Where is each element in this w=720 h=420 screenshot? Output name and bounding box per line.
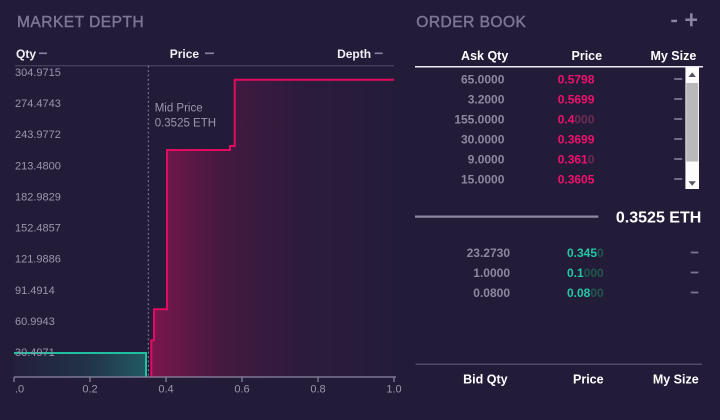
svg-text:182.9829: 182.9829 — [15, 191, 61, 203]
svg-text:0.5798: 0.5798 — [558, 72, 595, 86]
svg-text:1.0: 1.0 — [386, 384, 401, 396]
svg-text:243.9772: 243.9772 — [15, 129, 61, 141]
svg-text:9.0000: 9.0000 — [468, 152, 505, 166]
svg-text:0.3610: 0.3610 — [558, 152, 595, 166]
svg-text:0.5699: 0.5699 — [558, 92, 595, 106]
svg-text:Price: Price — [573, 373, 604, 387]
svg-text:.0: .0 — [15, 384, 24, 396]
svg-text:0.3525 ETH: 0.3525 ETH — [616, 210, 701, 227]
svg-text:Price: Price — [170, 47, 200, 61]
svg-text:91.4914: 91.4914 — [15, 285, 55, 297]
svg-text:Ask Qty: Ask Qty — [461, 49, 508, 63]
svg-text:30.0000: 30.0000 — [461, 132, 505, 146]
svg-text:Price: Price — [572, 49, 603, 63]
svg-text:30.4971: 30.4971 — [15, 347, 55, 359]
svg-text:MARKET DEPTH: MARKET DEPTH — [17, 14, 144, 31]
svg-text:0.3699: 0.3699 — [558, 132, 595, 146]
svg-text:121.9886: 121.9886 — [15, 254, 61, 266]
svg-text:1.0000: 1.0000 — [473, 266, 510, 280]
svg-text:0.3450: 0.3450 — [567, 246, 604, 260]
svg-text:152.4857: 152.4857 — [15, 223, 61, 235]
svg-text:213.4800: 213.4800 — [15, 160, 61, 172]
svg-text:0.4000: 0.4000 — [558, 112, 595, 126]
svg-text:60.9943: 60.9943 — [15, 316, 55, 328]
svg-text:0.2: 0.2 — [82, 384, 97, 396]
svg-text:3.2000: 3.2000 — [468, 92, 505, 106]
svg-text:ORDER BOOK: ORDER BOOK — [416, 14, 526, 31]
svg-text:0.8: 0.8 — [310, 384, 325, 396]
svg-text:0.0800: 0.0800 — [567, 286, 604, 300]
svg-text:23.2730: 23.2730 — [467, 246, 511, 260]
svg-text:274.4743: 274.4743 — [15, 98, 61, 110]
svg-text:15.0000: 15.0000 — [461, 172, 505, 186]
svg-text:155.0000: 155.0000 — [454, 112, 504, 126]
svg-text:Qty: Qty — [16, 47, 36, 61]
svg-text:My Size: My Size — [653, 373, 699, 387]
svg-text:0.3525 ETH: 0.3525 ETH — [155, 118, 216, 130]
svg-text:304.9715: 304.9715 — [15, 67, 61, 79]
svg-text:Depth: Depth — [337, 47, 371, 61]
svg-text:Mid Price: Mid Price — [155, 103, 203, 115]
svg-text:0.0800: 0.0800 — [473, 286, 510, 300]
svg-text:65.0000: 65.0000 — [461, 72, 505, 86]
svg-text:0.3605: 0.3605 — [558, 172, 595, 186]
svg-text:0.1000: 0.1000 — [567, 266, 604, 280]
svg-text:0.4: 0.4 — [158, 384, 173, 396]
svg-text:Bid Qty: Bid Qty — [463, 373, 507, 387]
svg-text:0.6: 0.6 — [234, 384, 249, 396]
svg-text:My Size: My Size — [650, 49, 696, 63]
